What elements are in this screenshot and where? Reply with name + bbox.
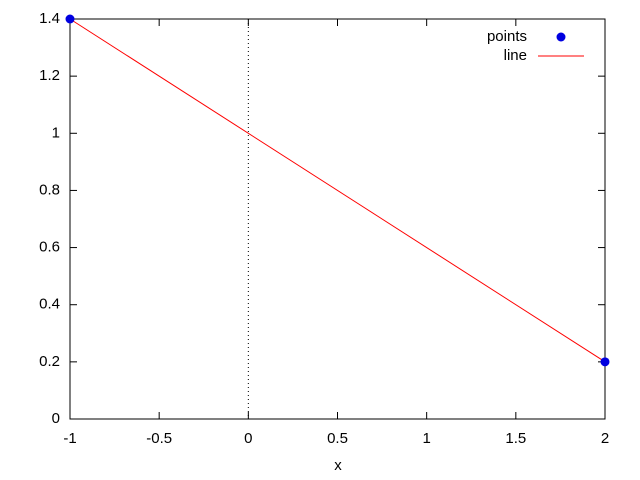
x-tick-label: 1 — [422, 430, 430, 447]
y-tick-label: 0 — [52, 410, 60, 427]
legend-marker — [556, 32, 566, 42]
data-point — [65, 14, 75, 24]
data-point — [600, 357, 610, 367]
x-tick-label: 0 — [244, 430, 252, 447]
data-line — [69, 18, 606, 363]
y-tick-label: 0.8 — [39, 181, 60, 198]
y-tick-label: 0.6 — [39, 239, 60, 256]
x-tick-label: -1 — [63, 430, 76, 447]
x-tick-label: 1.5 — [505, 430, 526, 447]
x-tick-label: -0.5 — [146, 430, 172, 447]
x-tick-label: 2 — [601, 430, 609, 447]
x-tick-label: 0.5 — [327, 430, 348, 447]
y-tick-label: 1.4 — [39, 10, 60, 27]
y-tick-label: 0.2 — [39, 353, 60, 370]
legend-label: points — [487, 28, 527, 45]
y-tick-label: 1.2 — [39, 67, 60, 84]
y-tick-label: 1 — [52, 124, 60, 141]
x-axis-label: x — [334, 457, 342, 474]
legend-label: line — [504, 47, 527, 64]
plot-frame — [69, 18, 606, 420]
y-tick-label: 0.4 — [39, 296, 60, 313]
